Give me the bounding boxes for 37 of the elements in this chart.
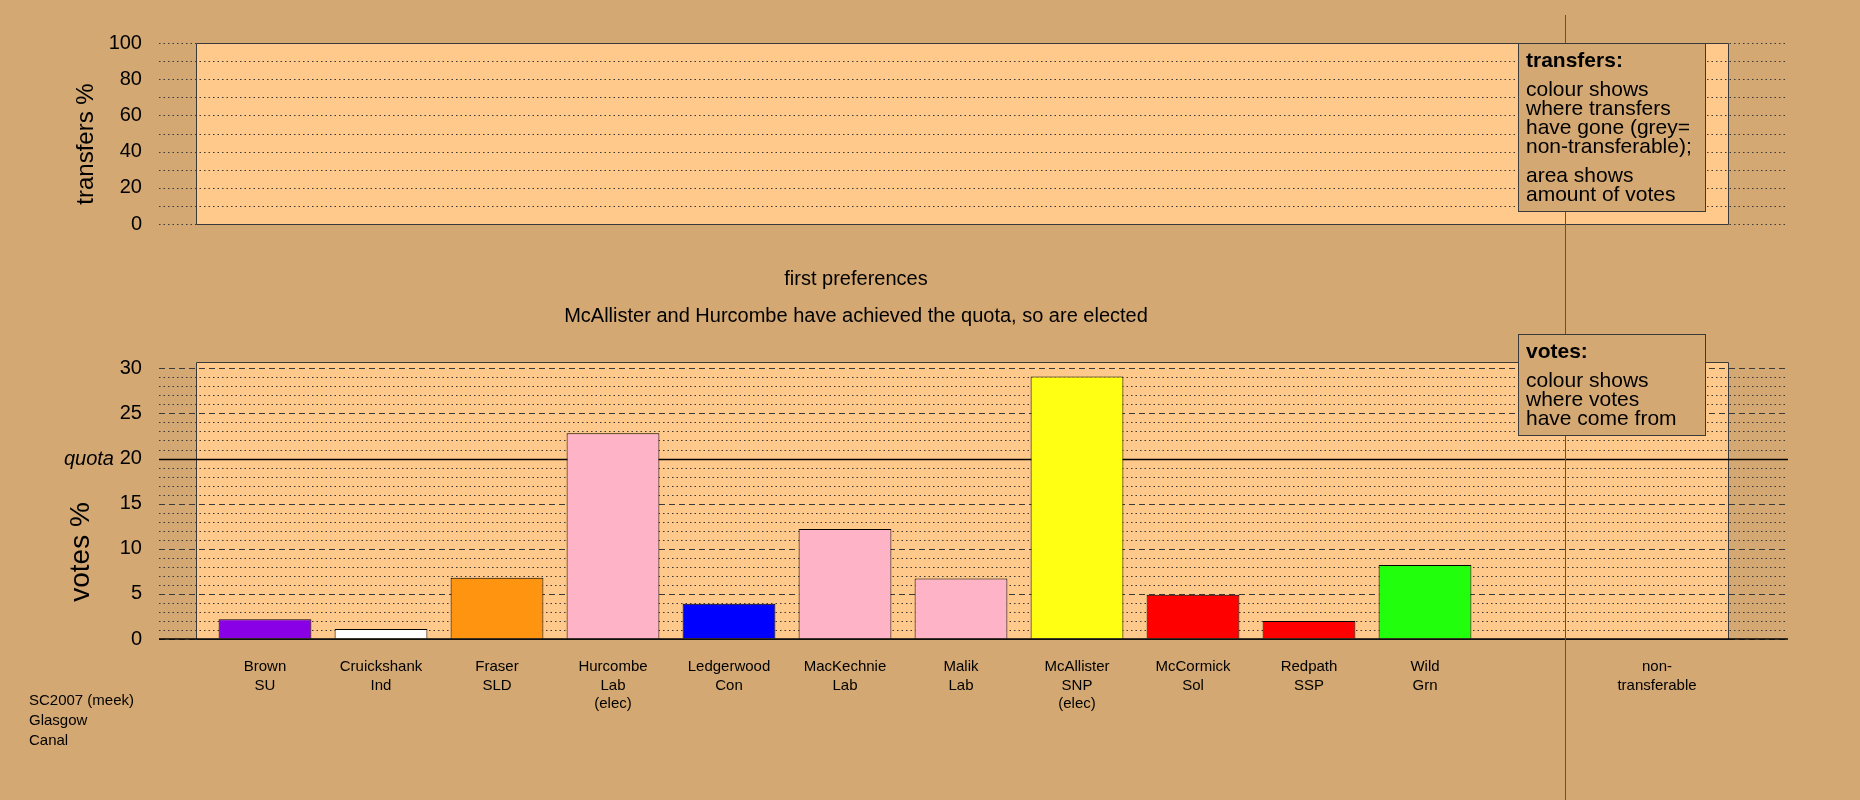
x-tick-label: Fraser SLD [475, 657, 519, 693]
x-tick-label: McAllister SNP (elec) [1044, 657, 1110, 712]
y-tick-label: 80 [119, 66, 142, 89]
y-axis-title: votes % [63, 502, 95, 602]
x-tick-label: non- transferable [1617, 657, 1697, 693]
y-tick-label: 25 [119, 400, 142, 423]
x-tick-label: McCormick Sol [1155, 657, 1231, 693]
y-tick-label: 10 [119, 536, 142, 559]
x-tick-label: Wild Grn [1410, 657, 1440, 693]
y-axis-title: transfers % [70, 83, 98, 205]
y-tick-label: 20 [119, 446, 142, 469]
y-tick-label: 15 [119, 491, 142, 514]
y-tick-label: 40 [119, 139, 142, 162]
annotation: transfers: [1526, 48, 1623, 71]
note-box: votes: colour shows where votes have come from [1518, 334, 1706, 436]
y-tick-label: 60 [119, 102, 142, 125]
y-tick-label: 30 [119, 355, 142, 378]
annotation: area shows amount of votes [1526, 163, 1676, 205]
x-tick-label: Redpath SSP [1280, 657, 1338, 693]
chart-title: first preferences [784, 266, 928, 290]
y-tick-label: 20 [119, 175, 142, 198]
y-tick-label: 5 [130, 581, 142, 604]
x-tick-label: MacKechnie Lab [803, 657, 887, 693]
annotation: colour shows where votes have come from [1526, 368, 1677, 429]
ref-line-label: quota [63, 447, 114, 470]
y-tick-label: 0 [130, 626, 142, 649]
y-tick-label: 0 [130, 211, 142, 234]
chart-subtitle: McAllister and Hurcombe have achieved the quota, so are elected [564, 303, 1148, 327]
x-tick-label: Ledgerwood Con [687, 657, 771, 693]
x-tick-label: Brown SU [243, 657, 287, 693]
note-box: transfers: colour shows where transfers have gone (grey= non-transferable); area shows amount of votes [1518, 43, 1706, 212]
x-tick-label: Cruickshank Ind [339, 657, 423, 693]
x-tick-label: Hurcombe Lab (elec) [578, 657, 648, 712]
text: SC2007 (meek) Glasgow Canal [29, 690, 135, 750]
annotation: colour shows where transfers have gone (grey= non-transferable); [1526, 77, 1692, 157]
y-tick-label: 100 [108, 30, 142, 53]
x-tick-label: Malik Lab [943, 657, 979, 693]
